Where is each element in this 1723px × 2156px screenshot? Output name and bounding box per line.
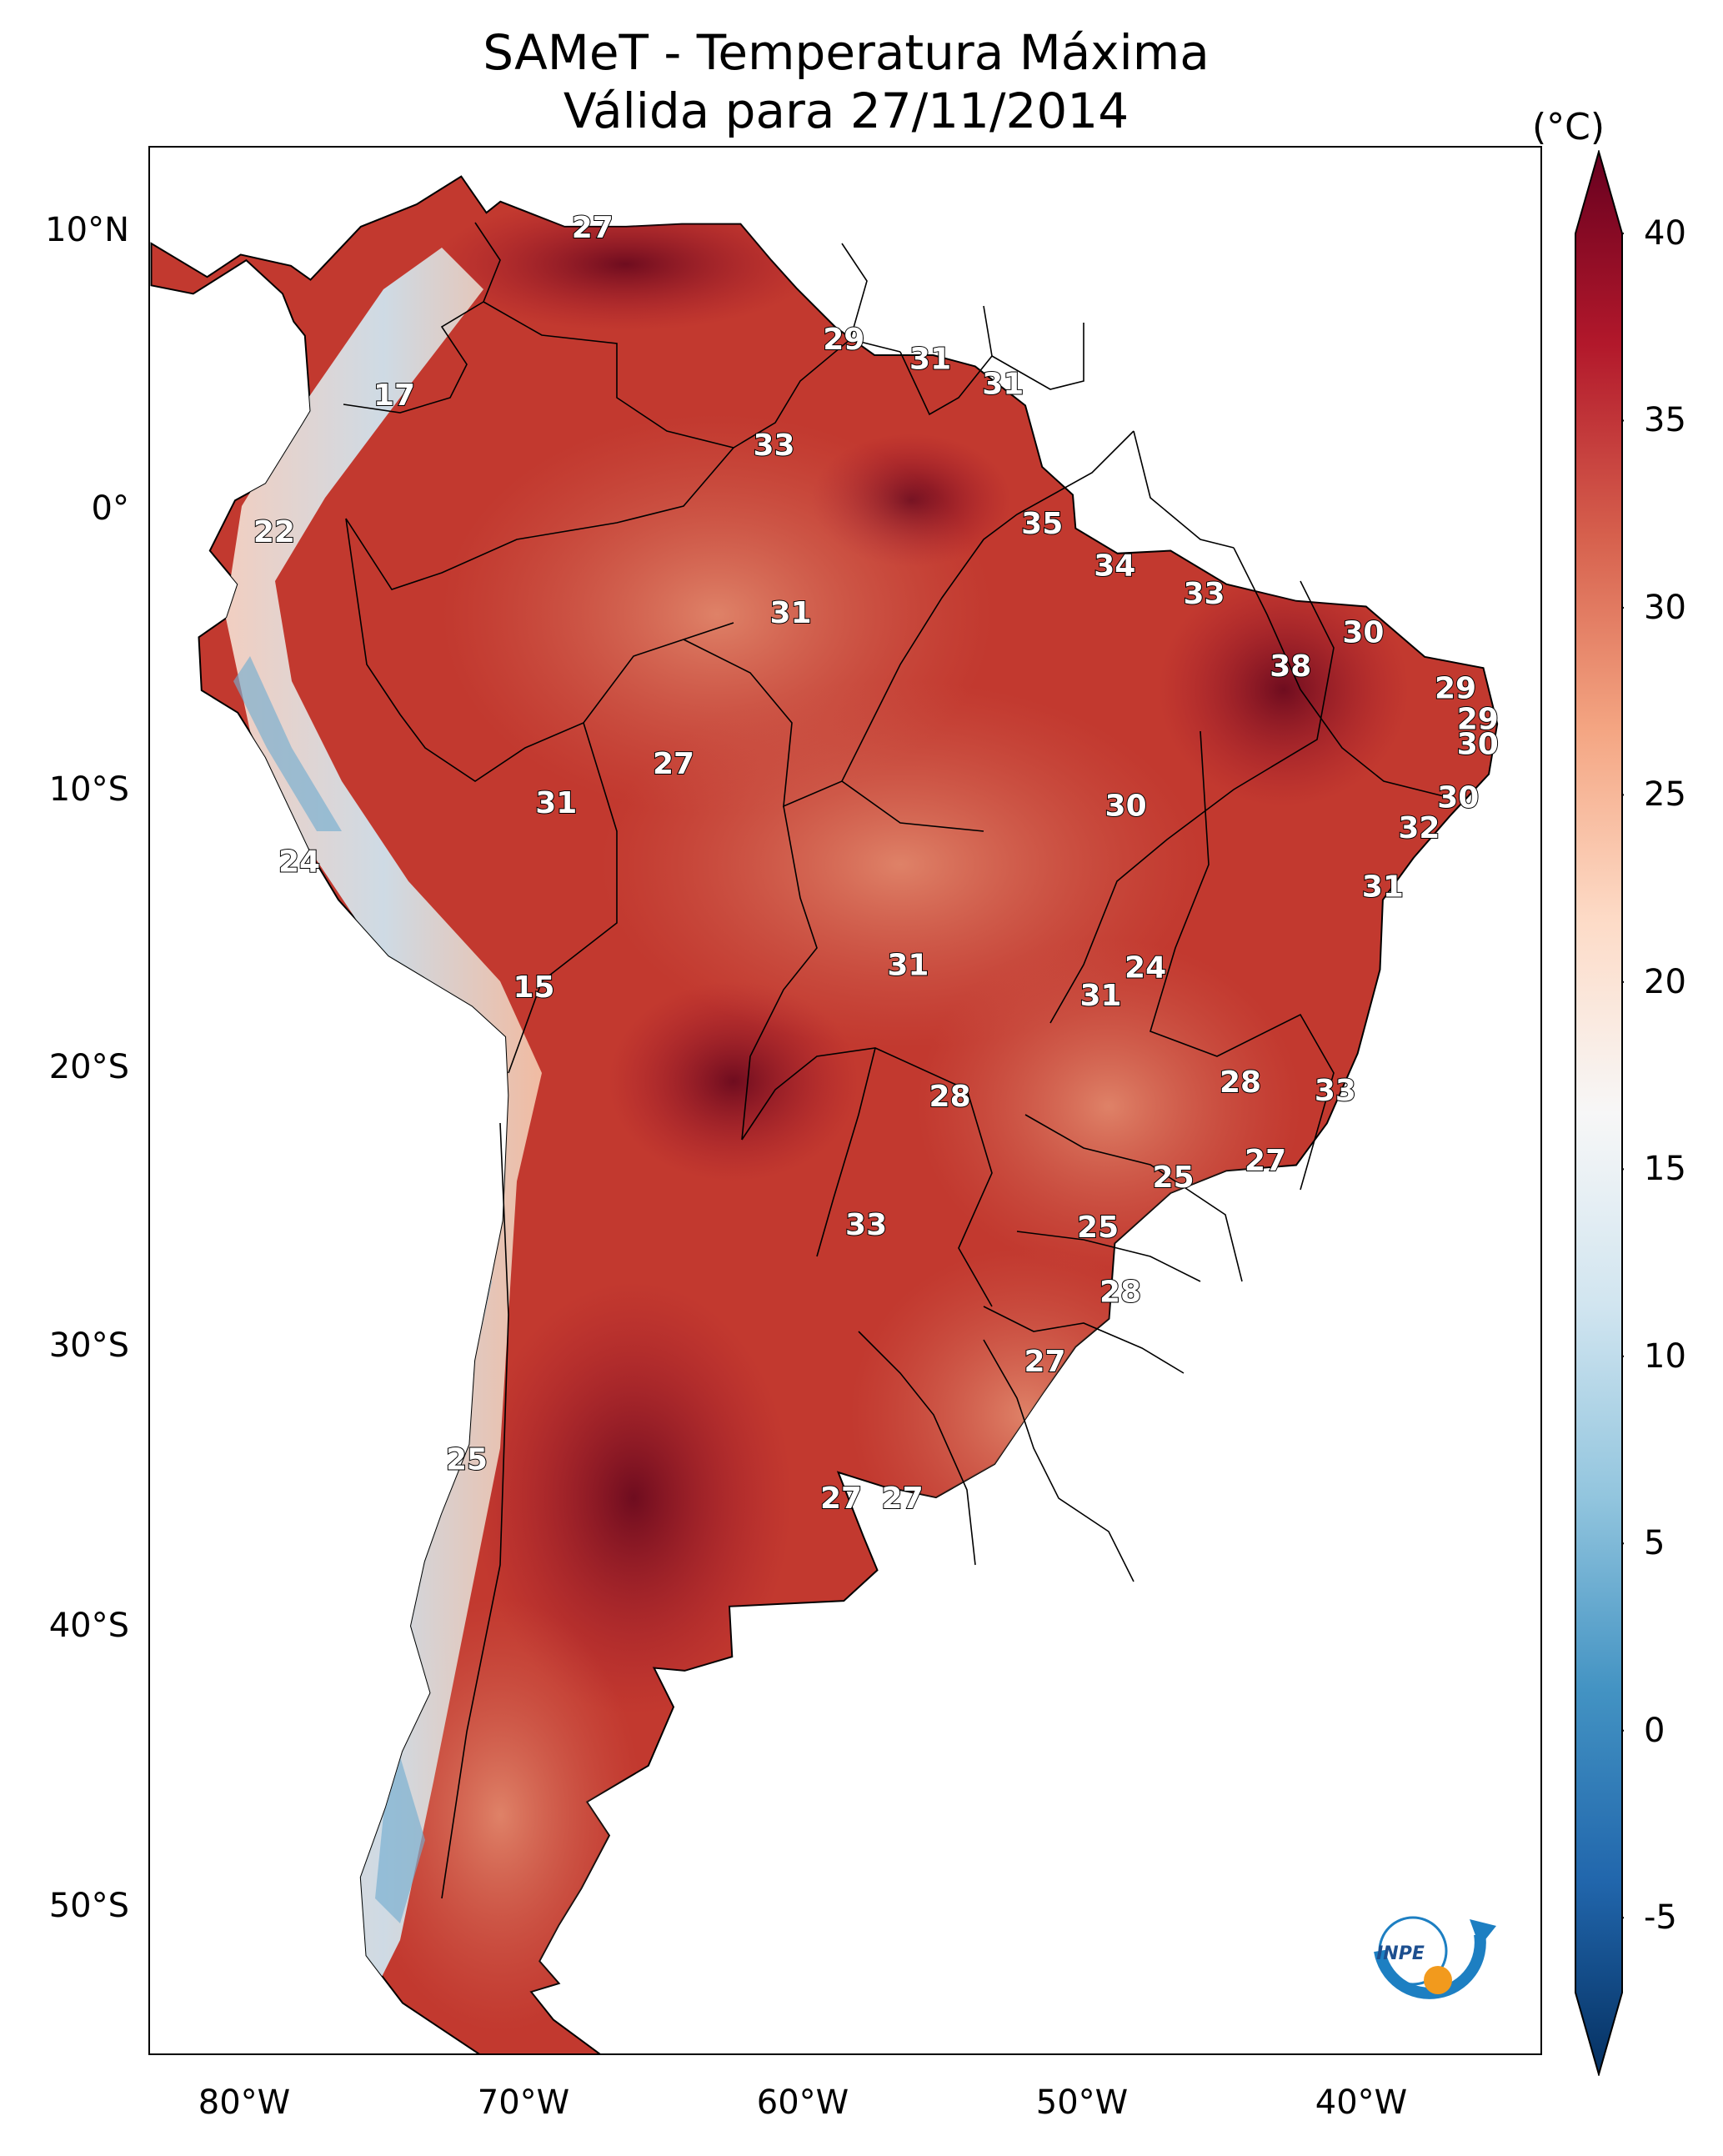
contour-label: 31: [1362, 870, 1404, 905]
lon-tick-50w: 50°W: [1035, 2083, 1129, 2122]
contour-label: 24: [1124, 951, 1166, 985]
contour-label: 25: [446, 1442, 488, 1477]
contour-label: 27: [820, 1482, 862, 1516]
contour-label: 31: [909, 342, 951, 376]
colorbar-body: [1575, 150, 1623, 2076]
contour-label: 33: [753, 429, 794, 463]
cb-tick-5: 5: [1644, 1524, 1665, 1563]
lon-tick-70w: 70°W: [477, 2083, 570, 2122]
lat-tick-10n: 10°N: [45, 211, 129, 249]
cb-tick-20: 20: [1644, 962, 1686, 1001]
chart-title: SAMeT - Temperatura Máxima Válida para 2…: [146, 23, 1546, 140]
contour-label: 28: [1220, 1065, 1261, 1100]
contour-label: 15: [513, 970, 554, 1005]
cb-tick-30: 30: [1644, 588, 1686, 627]
contour-label: 30: [1457, 728, 1499, 762]
contour-label: 31: [770, 596, 812, 630]
contour-label: 27: [882, 1482, 924, 1516]
contour-label: 31: [535, 786, 577, 820]
contour-label: 31: [887, 948, 929, 982]
contour-label: 25: [1153, 1161, 1195, 1195]
cb-tick-35: 35: [1644, 401, 1686, 440]
lon-tick-40w: 40°W: [1315, 2083, 1408, 2122]
country-borders: [343, 222, 1451, 1899]
lat-tick-20s: 20°S: [48, 1048, 129, 1086]
contour-label: 27: [572, 211, 614, 245]
contour-label: 22: [253, 515, 295, 549]
contour-label: 33: [1183, 577, 1225, 611]
colorbar-unit: (°C): [1532, 106, 1605, 148]
contour-label: 34: [1094, 549, 1135, 583]
contour-label: 29: [1457, 703, 1499, 737]
contour-label: 29: [823, 323, 864, 357]
lon-tick-80w: 80°W: [198, 2083, 291, 2122]
lat-tick-50s: 50°S: [48, 1887, 129, 1925]
contour-label: 31: [1079, 979, 1121, 1013]
contour-label: 32: [1398, 811, 1440, 845]
contour-label: 25: [1077, 1211, 1119, 1245]
contour-label: 24: [278, 845, 320, 879]
contour-label: 33: [845, 1208, 887, 1242]
lat-tick-40s: 40°S: [48, 1607, 129, 1645]
title-line-1: SAMeT - Temperatura Máxima: [483, 24, 1210, 81]
contour-label: 31: [982, 368, 1024, 402]
hotspot-argentina: [475, 1281, 792, 1715]
contour-label: 35: [1021, 507, 1063, 541]
inpe-logo: INPE: [1374, 1916, 1496, 1999]
cb-tick-40: 40: [1644, 214, 1686, 253]
cb-tick-10: 10: [1644, 1336, 1686, 1376]
hotspot-piaui: [1159, 573, 1409, 806]
cb-tick-m5: -5: [1644, 1898, 1677, 1938]
logo-text: INPE: [1376, 1943, 1425, 1964]
cb-tick-25: 25: [1644, 775, 1686, 815]
contour-label: 27: [653, 747, 694, 781]
hotspot-venezuela: [433, 198, 817, 331]
andes-cool-band: [225, 248, 542, 2007]
contour-label: 30: [1105, 789, 1147, 823]
contour-label: 38: [1270, 649, 1311, 684]
contour-label: 30: [1342, 616, 1384, 650]
cb-tick-15: 15: [1644, 1150, 1686, 1189]
contour-label: 28: [929, 1080, 971, 1114]
mild-south-brazil: [850, 1248, 1200, 1582]
lat-tick-0: 0°: [91, 489, 129, 528]
colorbar: [1575, 150, 1624, 2076]
contour-label: 28: [1099, 1275, 1141, 1309]
contour-label: 27: [1245, 1144, 1286, 1178]
contour-label: 17: [373, 379, 415, 413]
title-line-2: Válida para 27/11/2014: [563, 83, 1129, 139]
lat-tick-10s: 10°S: [48, 770, 129, 809]
lat-tick-30s: 30°S: [48, 1326, 129, 1365]
contour-label: 29: [1435, 672, 1476, 706]
lon-tick-60w: 60°W: [756, 2083, 849, 2122]
contour-label: 33: [1315, 1074, 1356, 1108]
map-panel[interactable]: 27 17 22 29 31 31 33 35 34 31 33 30 38 29 29 30 27 31 30 30…: [148, 146, 1542, 2055]
contour-label: 27: [1024, 1345, 1065, 1379]
cb-tick-0: 0: [1644, 1711, 1665, 1750]
contour-label: 30: [1437, 780, 1479, 815]
